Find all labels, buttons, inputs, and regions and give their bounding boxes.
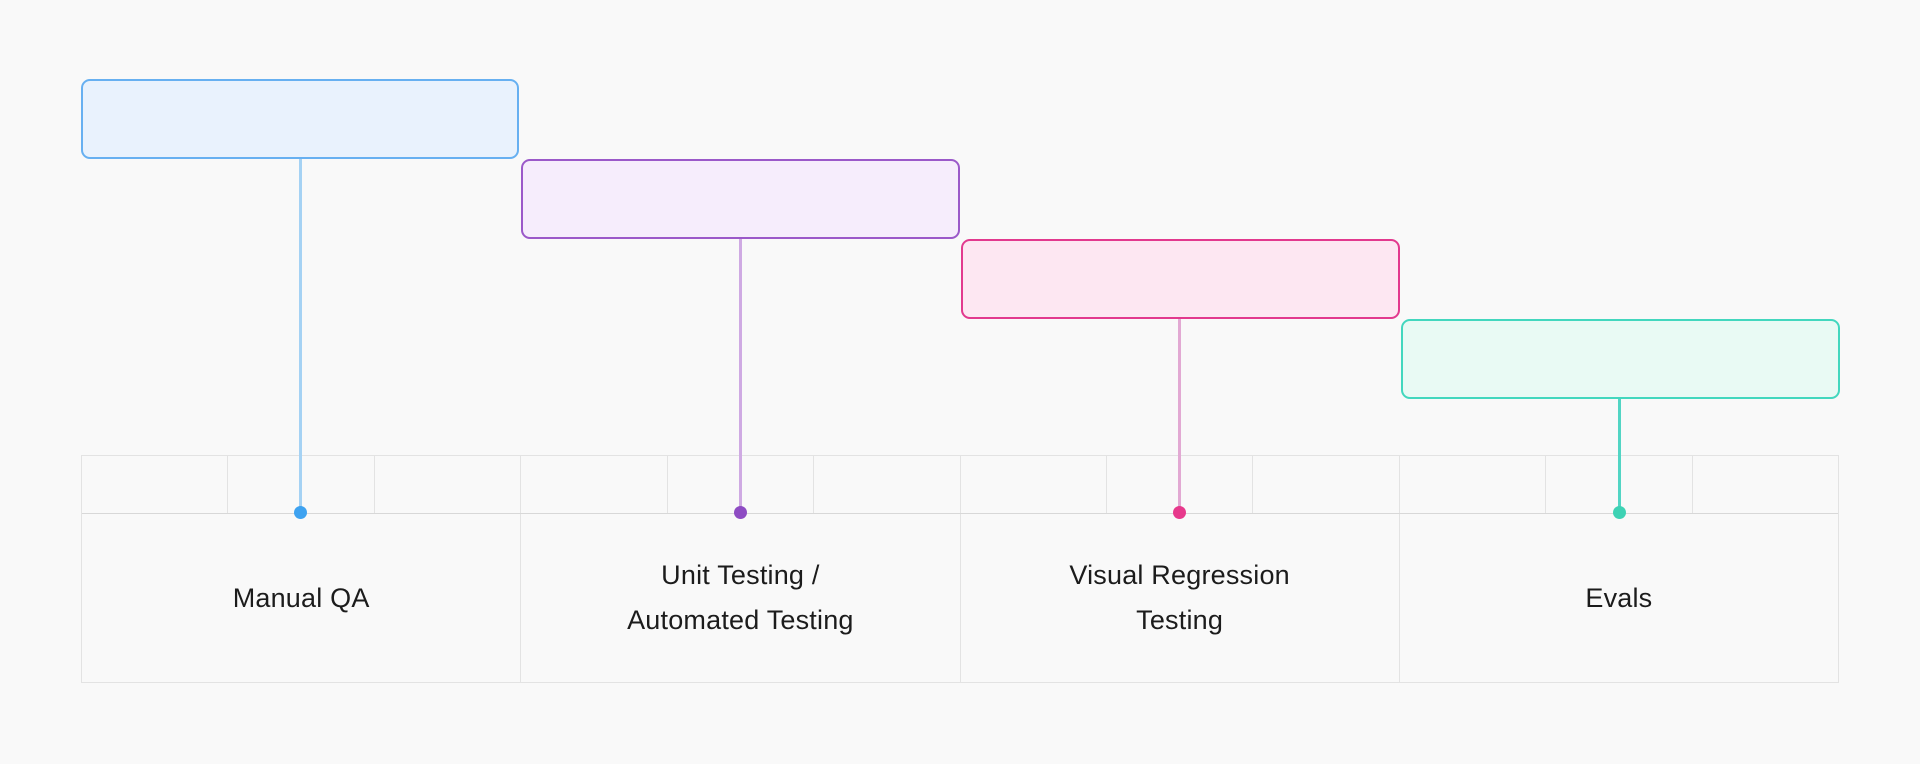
timeline-dot-visual-regression-testing <box>1173 506 1186 519</box>
timeline-table: Manual QA Unit Testing / Automated Testi… <box>81 455 1839 683</box>
connector-line-manual-qa <box>299 159 302 513</box>
tick-cell <box>814 456 961 513</box>
tick-cell <box>1693 456 1838 513</box>
timeline-dot-manual-qa <box>294 506 307 519</box>
stage-label: Manual QA <box>232 582 370 613</box>
tick-cell <box>668 456 815 513</box>
tick-cell <box>1546 456 1693 513</box>
connector-line-unit-automated-testing <box>739 239 742 513</box>
stage-box-manual-qa <box>81 79 519 159</box>
stage-box-visual-regression-testing <box>961 239 1400 319</box>
tick-cell <box>1253 456 1400 513</box>
label-cell-unit-automated-testing: Unit Testing / Automated Testing <box>521 514 961 682</box>
connector-line-evals <box>1618 399 1621 513</box>
timeline-dot-unit-automated-testing <box>734 506 747 519</box>
tick-cell <box>1107 456 1254 513</box>
tick-cell <box>375 456 522 513</box>
tick-cell <box>228 456 375 513</box>
tick-row <box>82 456 1838 514</box>
label-cell-manual-qa: Manual QA <box>82 514 522 682</box>
label-cell-evals: Evals <box>1400 514 1838 682</box>
tick-cell <box>1400 456 1547 513</box>
tick-cell <box>521 456 668 513</box>
connector-line-visual-regression-testing <box>1178 319 1181 513</box>
stage-box-unit-automated-testing <box>521 159 960 239</box>
timeline-dot-evals <box>1613 506 1626 519</box>
label-row: Manual QA Unit Testing / Automated Testi… <box>82 514 1838 682</box>
stage-box-evals <box>1401 319 1840 399</box>
tick-cell <box>82 456 229 513</box>
stage-label: Visual Regression Testing <box>1069 560 1290 635</box>
label-cell-visual-regression-testing: Visual Regression Testing <box>961 514 1400 682</box>
tick-cell <box>961 456 1107 513</box>
stage-label: Unit Testing / Automated Testing <box>627 560 854 635</box>
stage-label: Evals <box>1585 582 1653 613</box>
